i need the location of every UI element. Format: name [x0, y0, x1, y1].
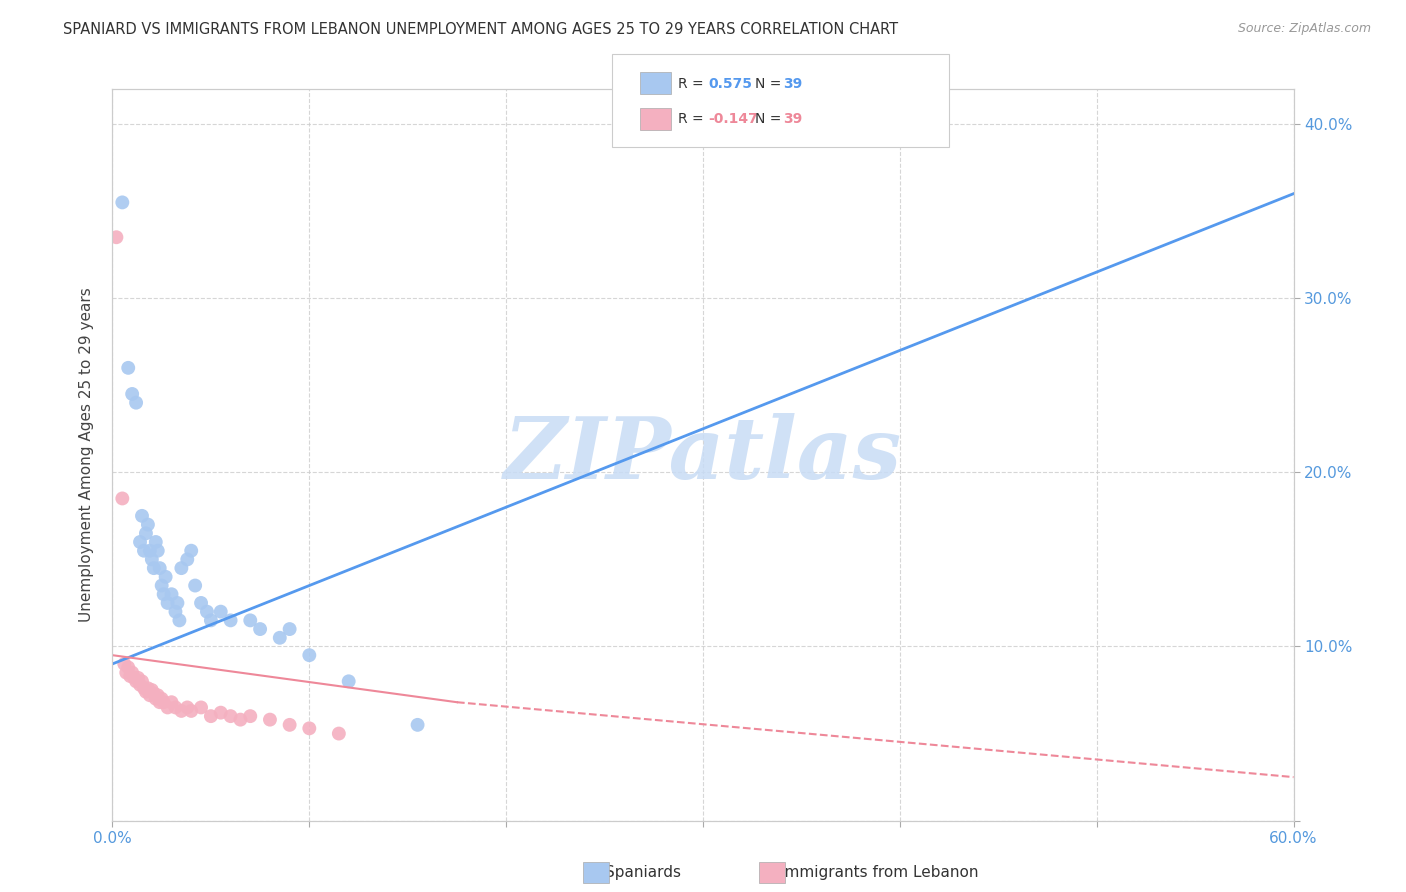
Text: R =: R =: [678, 77, 707, 91]
Text: Spaniards: Spaniards: [605, 865, 681, 880]
Text: Immigrants from Lebanon: Immigrants from Lebanon: [780, 865, 979, 880]
Point: [155, 570, 177, 584]
Point: [141, 683, 163, 698]
Point: [170, 704, 193, 718]
Point: [176, 700, 198, 714]
Text: -0.147: -0.147: [709, 112, 758, 127]
Point: [170, 561, 193, 575]
Point: [190, 596, 212, 610]
Point: [166, 596, 188, 610]
Point: [209, 605, 232, 619]
Point: [249, 622, 271, 636]
Point: [145, 691, 167, 706]
Point: [115, 665, 138, 680]
Point: [146, 688, 169, 702]
Point: [239, 613, 262, 627]
Point: [135, 526, 157, 541]
Point: [121, 665, 143, 680]
Point: [141, 552, 163, 566]
Point: [239, 709, 262, 723]
Point: [180, 704, 202, 718]
Point: [152, 695, 174, 709]
Point: [165, 605, 187, 619]
Point: [136, 681, 159, 696]
Point: [117, 360, 139, 375]
Point: [145, 535, 167, 549]
Point: [328, 726, 350, 740]
Point: [219, 613, 242, 627]
Point: [259, 713, 281, 727]
Point: [200, 613, 222, 627]
Point: [112, 657, 135, 671]
Point: [219, 709, 242, 723]
Point: [152, 587, 174, 601]
Point: [156, 596, 179, 610]
Point: [129, 678, 152, 692]
Point: [150, 691, 173, 706]
Point: [131, 508, 153, 523]
Point: [111, 491, 134, 506]
Point: [135, 685, 157, 699]
Point: [184, 578, 207, 592]
Point: [132, 681, 155, 696]
Point: [406, 718, 429, 732]
Point: [121, 387, 143, 401]
Point: [229, 713, 252, 727]
Point: [129, 535, 152, 549]
Point: [139, 543, 162, 558]
Text: N =: N =: [755, 77, 786, 91]
Point: [169, 613, 191, 627]
Point: [209, 706, 232, 720]
Point: [127, 671, 149, 685]
Text: 39: 39: [783, 77, 803, 91]
Point: [160, 695, 183, 709]
Point: [176, 552, 198, 566]
Point: [131, 674, 153, 689]
Point: [125, 674, 148, 689]
Y-axis label: Unemployment Among Ages 25 to 29 years: Unemployment Among Ages 25 to 29 years: [79, 287, 94, 623]
Point: [269, 631, 291, 645]
Point: [298, 722, 321, 736]
Point: [180, 543, 202, 558]
Point: [200, 709, 222, 723]
Point: [105, 230, 128, 244]
Point: [149, 695, 172, 709]
Point: [149, 561, 172, 575]
Text: ZIPatlas: ZIPatlas: [503, 413, 903, 497]
Text: N =: N =: [755, 112, 786, 127]
Point: [122, 671, 145, 685]
Text: 0.575: 0.575: [709, 77, 752, 91]
Point: [136, 517, 159, 532]
Point: [120, 669, 142, 683]
Point: [150, 578, 173, 592]
Text: SPANIARD VS IMMIGRANTS FROM LEBANON UNEMPLOYMENT AMONG AGES 25 TO 29 YEARS CORRE: SPANIARD VS IMMIGRANTS FROM LEBANON UNEM…: [63, 22, 898, 37]
Point: [111, 195, 134, 210]
Point: [278, 622, 301, 636]
Point: [142, 686, 165, 700]
Text: Source: ZipAtlas.com: Source: ZipAtlas.com: [1237, 22, 1371, 36]
Point: [125, 395, 148, 409]
Text: 39: 39: [783, 112, 803, 127]
Point: [139, 688, 162, 702]
Text: R =: R =: [678, 112, 707, 127]
Point: [195, 605, 218, 619]
Point: [337, 674, 360, 689]
Point: [160, 587, 183, 601]
Point: [146, 543, 169, 558]
Point: [132, 543, 155, 558]
Point: [190, 700, 212, 714]
Point: [165, 700, 187, 714]
Point: [298, 648, 321, 663]
Point: [278, 718, 301, 732]
Point: [117, 660, 139, 674]
Point: [142, 561, 165, 575]
Point: [156, 700, 179, 714]
